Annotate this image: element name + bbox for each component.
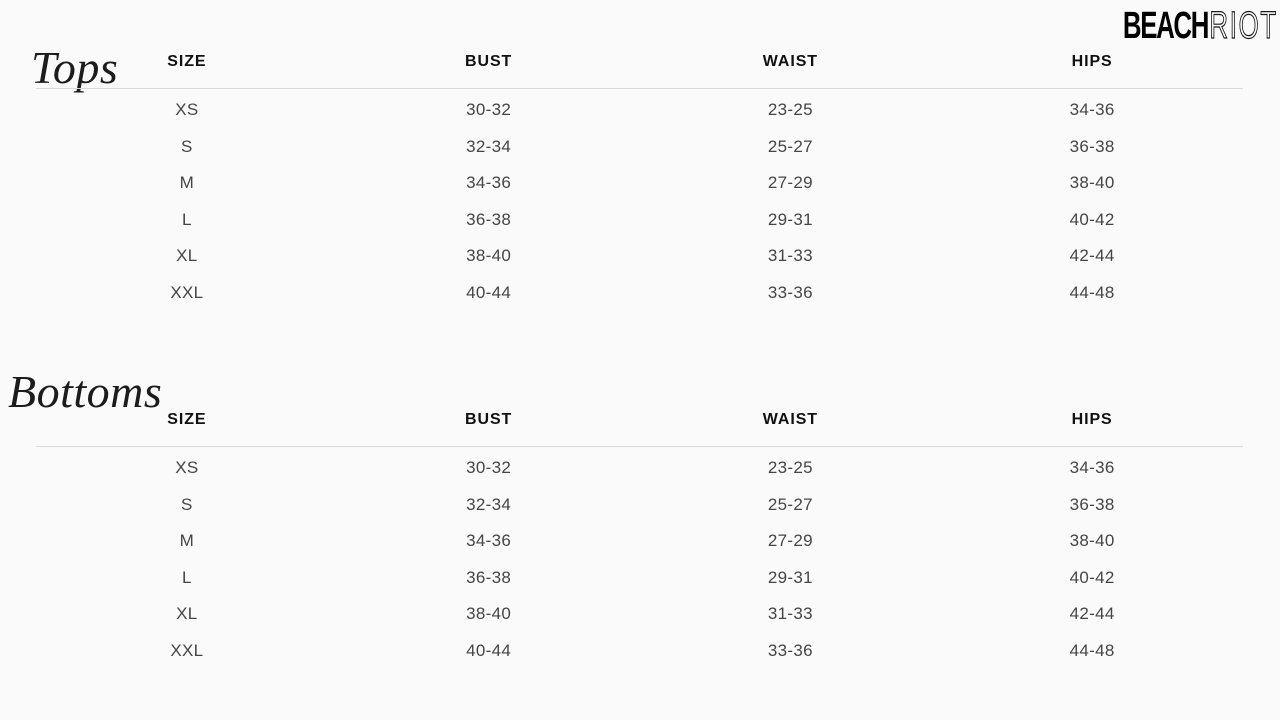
brand-logo-riot: RIOT <box>1209 5 1278 47</box>
bottoms-size-table: SIZE BUST WAIST HIPS XS 30-32 23-25 34-3… <box>36 403 1243 669</box>
table-row: XL 38-40 31-33 42-44 <box>36 596 1243 633</box>
table-row: L 36-38 29-31 40-42 <box>36 202 1243 239</box>
waist-cell: 31-33 <box>767 246 813 266</box>
bust-cell: 40-44 <box>466 282 512 302</box>
table-row: XL 38-40 31-33 42-44 <box>36 238 1243 275</box>
bust-cell: 40-44 <box>466 640 512 660</box>
bust-cell: 36-38 <box>466 209 512 229</box>
bottoms-table-body: XS 30-32 23-25 34-36 S 32-34 25-27 36-38… <box>36 447 1243 669</box>
table-row: S 32-34 25-27 36-38 <box>36 487 1243 524</box>
table-row: M 34-36 27-29 38-40 <box>36 523 1243 560</box>
waist-cell: 25-27 <box>767 136 813 156</box>
hips-cell: 38-40 <box>1069 531 1115 551</box>
hips-cell: 44-48 <box>1069 282 1115 302</box>
size-cell: S <box>181 494 193 514</box>
column-header-waist: WAIST <box>762 53 818 70</box>
column-header-waist: WAIST <box>762 411 818 428</box>
size-cell: XL <box>176 604 198 624</box>
tops-size-table: SIZE BUST WAIST HIPS XS 30-32 23-25 34-3… <box>36 45 1243 311</box>
tops-table-header-row: SIZE BUST WAIST HIPS <box>36 45 1243 89</box>
hips-cell: 42-44 <box>1069 604 1115 624</box>
size-cell: M <box>179 531 195 551</box>
table-row: XS 30-32 23-25 34-36 <box>36 92 1243 129</box>
table-row: M 34-36 27-29 38-40 <box>36 165 1243 202</box>
table-row: XXL 40-44 33-36 44-48 <box>36 275 1243 312</box>
brand-logo-beach: BEACH <box>1123 5 1209 47</box>
bust-cell: 38-40 <box>466 246 512 266</box>
bust-cell: 30-32 <box>466 458 512 478</box>
waist-cell: 29-31 <box>767 567 813 587</box>
waist-cell: 33-36 <box>767 282 813 302</box>
column-header-hips: HIPS <box>1071 53 1113 70</box>
hips-cell: 42-44 <box>1069 246 1115 266</box>
bottoms-table-header-row: SIZE BUST WAIST HIPS <box>36 403 1243 447</box>
size-cell: M <box>179 173 195 193</box>
hips-cell: 36-38 <box>1069 136 1115 156</box>
hips-cell: 44-48 <box>1069 640 1115 660</box>
hips-cell: 34-36 <box>1069 100 1115 120</box>
bust-cell: 36-38 <box>466 567 512 587</box>
hips-cell: 40-42 <box>1069 567 1115 587</box>
bust-cell: 32-34 <box>466 494 512 514</box>
size-cell: L <box>181 567 192 587</box>
column-header-size: SIZE <box>167 53 207 70</box>
table-row: S 32-34 25-27 36-38 <box>36 129 1243 166</box>
waist-cell: 27-29 <box>767 173 813 193</box>
waist-cell: 29-31 <box>767 209 813 229</box>
size-cell: XXL <box>170 282 204 302</box>
table-row: XS 30-32 23-25 34-36 <box>36 450 1243 487</box>
size-cell: XL <box>176 246 198 266</box>
hips-cell: 40-42 <box>1069 209 1115 229</box>
table-row: XXL 40-44 33-36 44-48 <box>36 633 1243 670</box>
size-cell: XS <box>175 100 199 120</box>
tops-table-body: XS 30-32 23-25 34-36 S 32-34 25-27 36-38… <box>36 89 1243 311</box>
waist-cell: 27-29 <box>767 531 813 551</box>
hips-cell: 34-36 <box>1069 458 1115 478</box>
waist-cell: 25-27 <box>767 494 813 514</box>
column-header-bust: BUST <box>465 411 513 428</box>
waist-cell: 23-25 <box>767 100 813 120</box>
size-cell: XS <box>175 458 199 478</box>
table-row: L 36-38 29-31 40-42 <box>36 560 1243 597</box>
column-header-bust: BUST <box>465 53 513 70</box>
size-cell: XXL <box>170 640 204 660</box>
section-title-bottoms: Bottoms <box>8 366 163 418</box>
waist-cell: 33-36 <box>767 640 813 660</box>
bust-cell: 32-34 <box>466 136 512 156</box>
waist-cell: 31-33 <box>767 604 813 624</box>
column-header-hips: HIPS <box>1071 411 1113 428</box>
bust-cell: 30-32 <box>466 100 512 120</box>
column-header-size: SIZE <box>167 411 207 428</box>
brand-logo: BEACH RIOT <box>1123 5 1278 47</box>
bust-cell: 34-36 <box>466 531 512 551</box>
waist-cell: 23-25 <box>767 458 813 478</box>
bust-cell: 34-36 <box>466 173 512 193</box>
size-cell: L <box>181 209 192 229</box>
bust-cell: 38-40 <box>466 604 512 624</box>
hips-cell: 38-40 <box>1069 173 1115 193</box>
section-title-tops: Tops <box>31 42 119 94</box>
size-cell: S <box>181 136 193 156</box>
hips-cell: 36-38 <box>1069 494 1115 514</box>
